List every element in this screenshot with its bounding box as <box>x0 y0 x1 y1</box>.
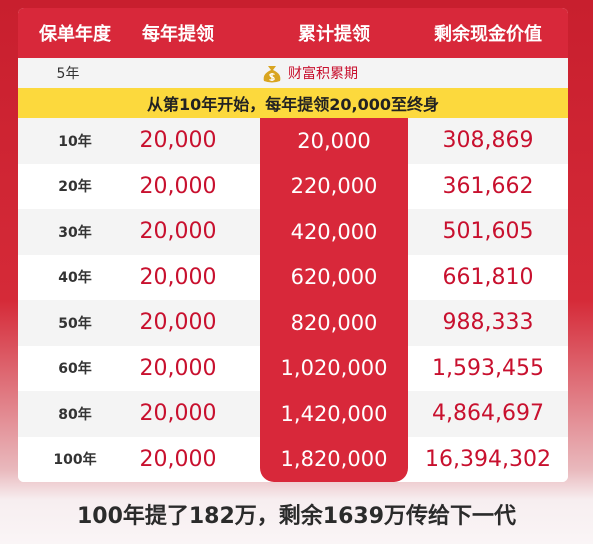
cumulative-withdrawal: 620,000 <box>290 265 378 290</box>
footer-text: 100年提了182万，剩余1639万传给下一代 <box>76 504 517 529</box>
policy-year: 100年 <box>53 452 97 469</box>
policy-year: 30年 <box>58 224 92 241</box>
cash-value: 661,810 <box>442 264 534 290</box>
cumulative-withdrawal: 1,820,000 <box>280 447 388 472</box>
header-cell: 每年提领 <box>142 24 214 45</box>
cumulative-withdrawal: 1,020,000 <box>280 356 388 381</box>
annual-withdrawal: 20,000 <box>139 401 217 427</box>
cash-value: 361,662 <box>442 173 534 199</box>
cash-value: 4,864,697 <box>432 401 544 427</box>
cash-value: 16,394,302 <box>425 446 551 472</box>
annual-withdrawal: 20,000 <box>139 173 217 199</box>
annual-withdrawal: 20,000 <box>139 264 217 290</box>
annual-withdrawal: 20,000 <box>139 128 217 154</box>
annual-withdrawal: 20,000 <box>139 219 217 245</box>
cumulative-withdrawal: 1,420,000 <box>280 401 388 426</box>
policy-year: 50年 <box>58 315 92 332</box>
highlight-column <box>260 118 408 482</box>
cash-value: 501,605 <box>442 219 534 245</box>
money-bag-icon <box>263 66 281 83</box>
annual-withdrawal: 20,000 <box>139 446 217 472</box>
header-row <box>18 8 568 58</box>
cash-value: 308,869 <box>442 128 534 154</box>
cumulative-withdrawal: 820,000 <box>290 310 378 335</box>
header-cell: 累计提领 <box>298 24 370 45</box>
phase-label: 财富积累期 <box>288 66 358 82</box>
table-card: 5年 财富积累期 从第10年开始，每年提领20,000至终身 保单年度 每年提领 累… <box>18 8 568 482</box>
annual-withdrawal: 20,000 <box>139 310 217 336</box>
policy-year: 40年 <box>58 270 92 287</box>
cash-value: 1,593,455 <box>432 355 544 381</box>
annual-withdrawal: 20,000 <box>139 355 217 381</box>
header-cell: 保单年度 <box>39 24 111 45</box>
cumulative-withdrawal: 420,000 <box>290 219 378 244</box>
cumulative-withdrawal: 20,000 <box>297 128 371 153</box>
banner: 从第10年开始，每年提领20,000至终身 <box>18 88 568 118</box>
header-cell: 剩余现金价值 <box>434 24 542 45</box>
cumulative-withdrawal: 220,000 <box>290 174 378 199</box>
phase-row: 5年 财富积累期 <box>18 58 568 88</box>
phase-year: 5年 <box>56 66 80 82</box>
policy-year: 20年 <box>58 179 92 196</box>
policy-year: 10年 <box>58 133 92 150</box>
policy-year: 60年 <box>58 361 92 378</box>
cash-value: 988,333 <box>442 310 534 336</box>
policy-year: 80年 <box>58 406 92 423</box>
